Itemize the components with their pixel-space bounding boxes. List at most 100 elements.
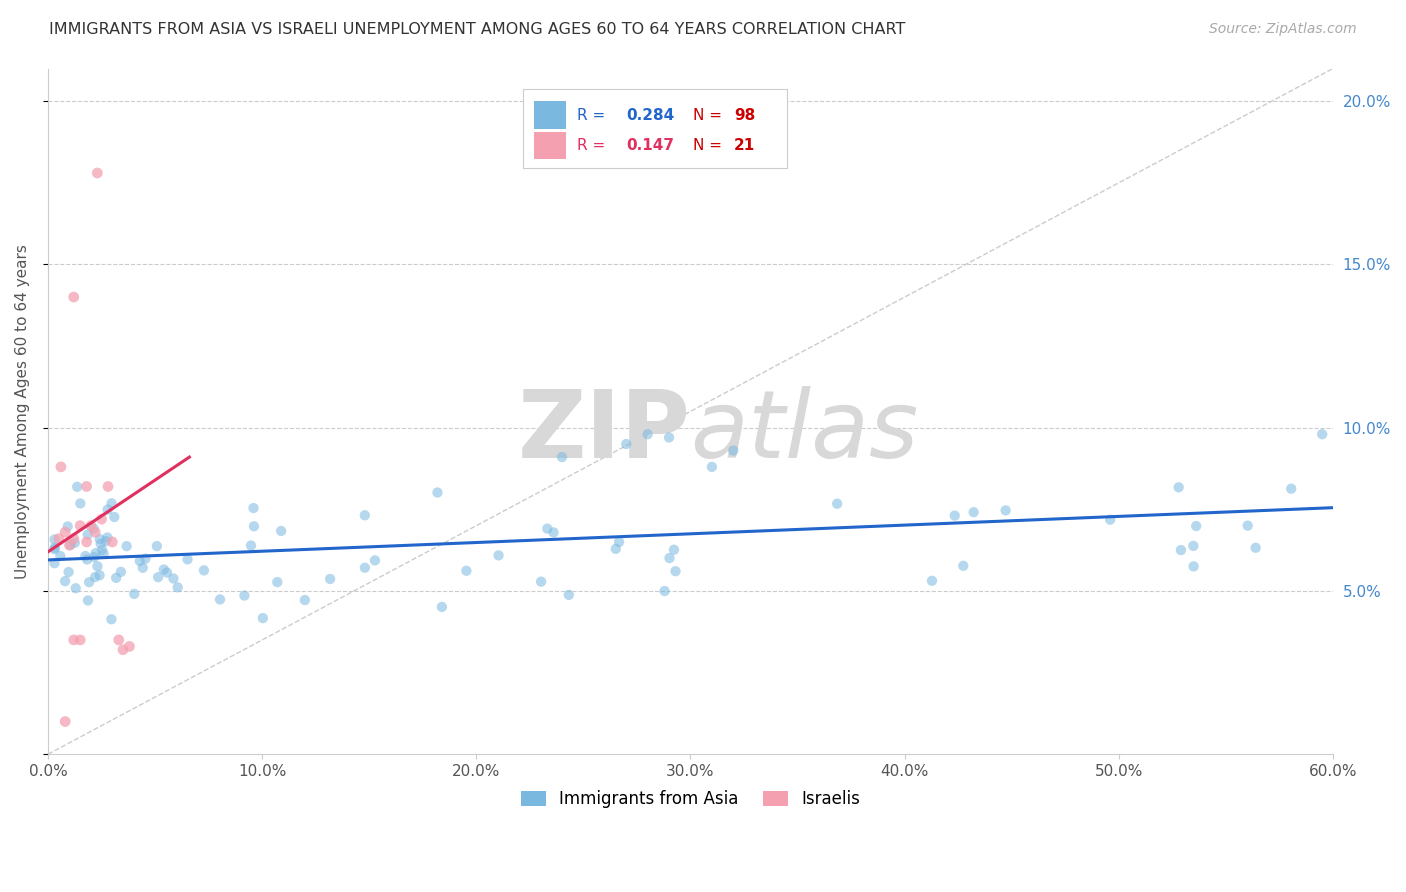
Point — [1099, 513, 1122, 527]
Point — [90, 537, 112, 551]
Point — [551, 450, 574, 464]
Point — [77, 575, 100, 590]
Point — [963, 505, 986, 519]
Point — [354, 560, 377, 574]
Point — [76, 479, 98, 493]
Point — [91, 543, 114, 558]
Point — [1167, 480, 1189, 494]
Point — [266, 575, 288, 590]
Point — [153, 562, 176, 576]
Point — [49, 459, 72, 474]
Point — [93, 547, 115, 561]
Point — [1182, 539, 1205, 553]
Bar — [534, 132, 565, 159]
Point — [243, 519, 266, 533]
Point — [118, 640, 141, 654]
Point — [69, 518, 91, 533]
Point — [270, 524, 292, 538]
Point — [1244, 541, 1267, 555]
Point — [100, 612, 122, 626]
Point — [543, 525, 565, 540]
Point — [530, 574, 553, 589]
Point — [319, 572, 342, 586]
Point — [97, 502, 120, 516]
Point — [44, 542, 66, 557]
Point — [100, 496, 122, 510]
Point — [63, 535, 86, 549]
Point — [943, 508, 966, 523]
Point — [110, 565, 132, 579]
Point — [49, 549, 72, 563]
Point — [146, 539, 169, 553]
Point — [89, 532, 111, 546]
Point — [614, 437, 637, 451]
Text: 98: 98 — [734, 108, 755, 122]
Point — [58, 538, 80, 552]
Point — [1310, 427, 1333, 442]
Point — [658, 551, 681, 566]
Point — [233, 589, 256, 603]
Point — [146, 570, 169, 584]
Point — [80, 518, 103, 533]
Point — [252, 611, 274, 625]
Point — [162, 572, 184, 586]
Point — [84, 570, 107, 584]
Text: N =: N = — [693, 138, 727, 153]
Point — [193, 563, 215, 577]
Point — [89, 568, 111, 582]
Point — [107, 632, 129, 647]
Point — [86, 166, 108, 180]
Point — [86, 559, 108, 574]
Point — [101, 535, 124, 549]
FancyBboxPatch shape — [523, 89, 787, 168]
Point — [59, 538, 82, 552]
Point — [96, 531, 118, 545]
Point — [84, 525, 107, 540]
Text: atlas: atlas — [690, 386, 918, 477]
Point — [426, 485, 449, 500]
Point — [75, 549, 97, 563]
Point — [209, 592, 232, 607]
Point — [53, 714, 76, 729]
Point — [62, 632, 84, 647]
Text: Source: ZipAtlas.com: Source: ZipAtlas.com — [1209, 22, 1357, 37]
Y-axis label: Unemployment Among Ages 60 to 64 years: Unemployment Among Ages 60 to 64 years — [15, 244, 30, 579]
Point — [83, 522, 105, 536]
Point — [76, 552, 98, 566]
Point — [1236, 518, 1258, 533]
Point — [66, 480, 89, 494]
Point — [1185, 519, 1208, 533]
Text: R =: R = — [578, 138, 610, 153]
Text: R =: R = — [578, 108, 610, 122]
Point — [536, 522, 558, 536]
Point — [44, 541, 66, 555]
Point — [76, 527, 98, 541]
Point — [65, 581, 87, 595]
Point — [156, 566, 179, 580]
Point — [44, 533, 66, 547]
Point — [134, 551, 156, 566]
Point — [94, 534, 117, 549]
Text: IMMIGRANTS FROM ASIA VS ISRAELI UNEMPLOYMENT AMONG AGES 60 TO 64 YEARS CORRELATI: IMMIGRANTS FROM ASIA VS ISRAELI UNEMPLOY… — [49, 22, 905, 37]
Point — [664, 564, 686, 578]
Point — [48, 532, 70, 546]
Legend: Immigrants from Asia, Israelis: Immigrants from Asia, Israelis — [513, 783, 868, 814]
Point — [723, 443, 745, 458]
Point — [605, 541, 627, 556]
Point — [76, 535, 98, 549]
Point — [105, 571, 128, 585]
Text: ZIP: ZIP — [517, 386, 690, 478]
Point — [84, 546, 107, 560]
Point — [994, 503, 1017, 517]
Point — [83, 550, 105, 565]
Text: 0.284: 0.284 — [626, 108, 675, 122]
Point — [56, 519, 79, 533]
Point — [132, 561, 155, 575]
Point — [662, 542, 685, 557]
Text: N =: N = — [693, 108, 727, 122]
Point — [115, 539, 138, 553]
Point — [637, 427, 659, 442]
Point — [921, 574, 943, 588]
Point — [364, 553, 387, 567]
Point — [353, 508, 375, 523]
